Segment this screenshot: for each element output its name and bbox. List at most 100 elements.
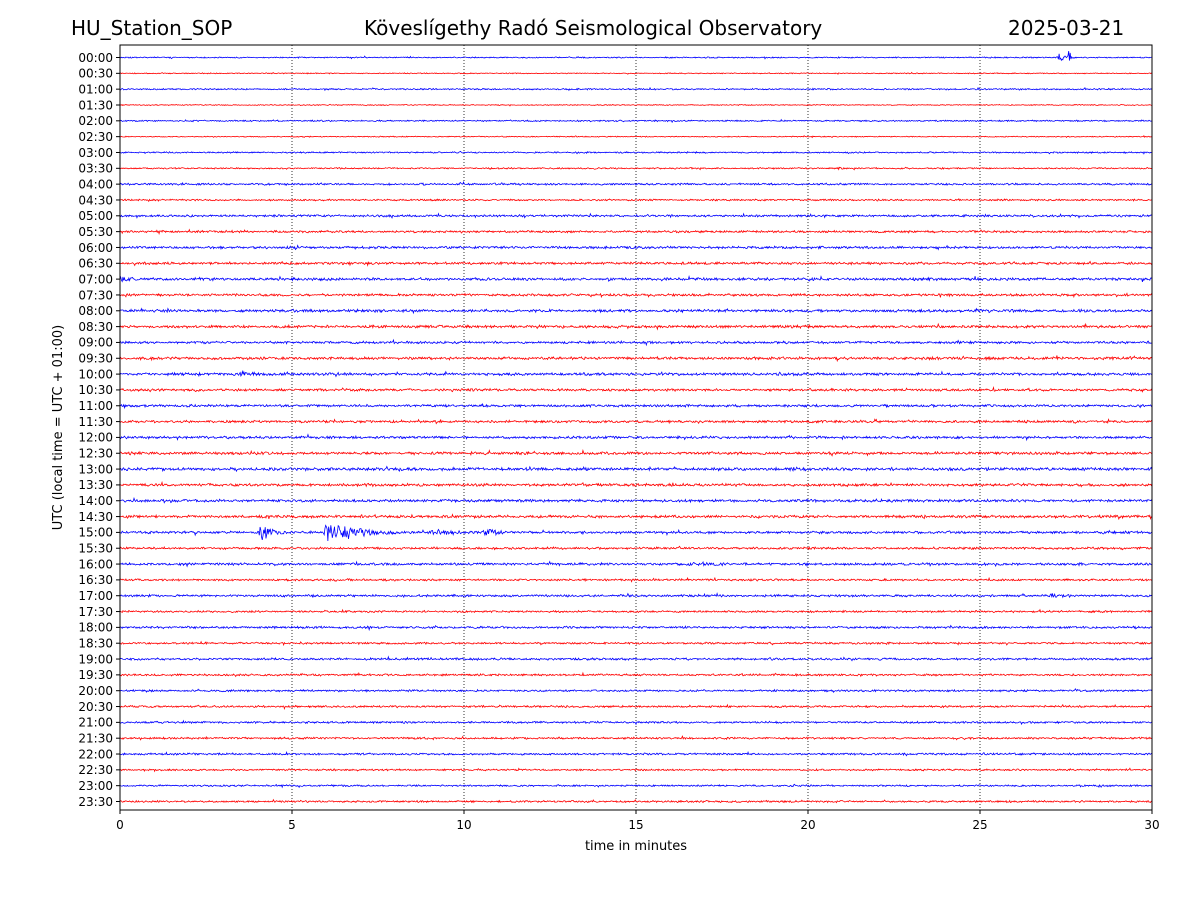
- y-tick-label: 07:00: [78, 272, 113, 286]
- trace-2300: [119, 783, 1153, 789]
- trace-0430: [119, 198, 1153, 203]
- y-tick-label: 03:00: [78, 146, 113, 160]
- trace-1830: [119, 640, 1153, 647]
- y-tick-label: 14:00: [78, 494, 113, 508]
- plot-date: 2025-03-21: [1008, 16, 1125, 40]
- y-tick-label: 13:30: [78, 478, 113, 492]
- trace-2130: [119, 735, 1153, 741]
- y-tick-label: 19:00: [78, 652, 113, 666]
- y-tick-label: 20:30: [78, 700, 113, 714]
- y-tick-label: 10:00: [78, 367, 113, 381]
- y-tick-label: 00:30: [78, 67, 113, 81]
- y-tick-label: 16:00: [78, 557, 113, 571]
- y-tick-label: 23:30: [78, 795, 113, 809]
- trace-1430: [119, 513, 1153, 521]
- trace-0700: [119, 275, 1153, 283]
- y-tick-label: 03:30: [78, 162, 113, 176]
- y-tick-label: 05:30: [78, 225, 113, 239]
- trace-2330: [119, 798, 1153, 804]
- y-tick-label: 04:00: [78, 177, 113, 191]
- y-tick-label: 10:30: [78, 383, 113, 397]
- x-axis-label: time in minutes: [585, 839, 687, 854]
- seismogram-traces: [119, 50, 1153, 804]
- x-tick-label: 0: [116, 818, 124, 832]
- x-tick-label: 25: [972, 818, 987, 832]
- x-tick-label: 15: [628, 818, 643, 832]
- y-tick-label: 08:30: [78, 320, 113, 334]
- y-tick-label: 04:30: [78, 193, 113, 207]
- y-tick-label: 11:30: [78, 415, 113, 429]
- trace-2100: [119, 719, 1153, 726]
- trace-1600: [119, 560, 1153, 568]
- y-tick-label: 16:30: [78, 573, 113, 587]
- station-name: HU_Station_SOP: [71, 16, 233, 40]
- y-tick-label: 09:30: [78, 352, 113, 366]
- y-tick-label: 01:00: [78, 82, 113, 96]
- trace-1200: [119, 433, 1153, 442]
- y-tick-label: 19:30: [78, 668, 113, 682]
- trace-0200: [119, 118, 1153, 124]
- trace-1300: [119, 465, 1153, 473]
- y-tick-label: 00:00: [78, 51, 113, 65]
- y-tick-label: 09:00: [78, 336, 113, 350]
- trace-1930: [119, 671, 1153, 678]
- x-gridlines: [291, 45, 981, 810]
- y-tick-label: 22:00: [78, 747, 113, 761]
- y-tick-label: 12:00: [78, 431, 113, 445]
- trace-1030: [119, 385, 1153, 393]
- trace-1100: [119, 402, 1153, 410]
- y-tick-label: 06:30: [78, 257, 113, 271]
- trace-0330: [119, 166, 1153, 171]
- trace-0500: [119, 212, 1153, 219]
- y-tick-label: 08:00: [78, 304, 113, 318]
- trace-0600: [119, 244, 1153, 251]
- y-tick-label: 21:00: [78, 716, 113, 730]
- y-tick-label: 01:30: [78, 98, 113, 112]
- trace-2000: [119, 688, 1153, 694]
- y-tick-label: 15:30: [78, 542, 113, 556]
- y-tick-label: 17:00: [78, 589, 113, 603]
- trace-1400: [119, 497, 1153, 504]
- y-tick-label: 17:30: [78, 605, 113, 619]
- trace-0530: [119, 228, 1153, 236]
- x-tick-label: 20: [800, 818, 815, 832]
- y-tick-label: 18:00: [78, 621, 113, 635]
- trace-0130: [119, 103, 1153, 107]
- trace-0630: [119, 260, 1153, 267]
- y-tick-label: 20:00: [78, 684, 113, 698]
- y-tick-label: 11:00: [78, 399, 113, 413]
- y-tick-label: 12:30: [78, 447, 113, 461]
- trace-0230: [119, 134, 1153, 139]
- observatory-title: Köveslígethy Radó Seismological Observat…: [364, 16, 823, 40]
- trace-0730: [119, 292, 1153, 299]
- trace-0400: [119, 181, 1153, 187]
- trace-0000: [119, 50, 1153, 62]
- trace-1700: [119, 592, 1153, 599]
- y-tick-label: 22:30: [78, 763, 113, 777]
- y-tick-label: 23:00: [78, 779, 113, 793]
- trace-1330: [119, 480, 1153, 488]
- trace-0930: [119, 355, 1153, 363]
- trace-2230: [119, 767, 1153, 773]
- y-tick-label: 18:30: [78, 637, 113, 651]
- trace-0100: [119, 86, 1153, 92]
- trace-1800: [119, 624, 1153, 632]
- trace-1500: [119, 524, 1153, 542]
- trace-2200: [119, 750, 1153, 757]
- trace-0900: [119, 338, 1153, 347]
- y-tick-label: 05:00: [78, 209, 113, 223]
- x-tick-label: 10: [456, 818, 471, 832]
- trace-0030: [119, 71, 1153, 75]
- trace-1630: [119, 576, 1153, 583]
- y-axis-label: UTC (local time = UTC + 01:00): [51, 325, 66, 530]
- y-tick-label: 15:00: [78, 526, 113, 540]
- y-tick-label: 06:00: [78, 241, 113, 255]
- trace-0830: [119, 322, 1153, 331]
- y-tick-label: 07:30: [78, 288, 113, 302]
- y-tick-label: 14:30: [78, 510, 113, 524]
- y-tick-label: 02:00: [78, 114, 113, 128]
- x-tick-label: 5: [288, 818, 296, 832]
- trace-1000: [119, 369, 1153, 378]
- trace-1900: [119, 655, 1153, 662]
